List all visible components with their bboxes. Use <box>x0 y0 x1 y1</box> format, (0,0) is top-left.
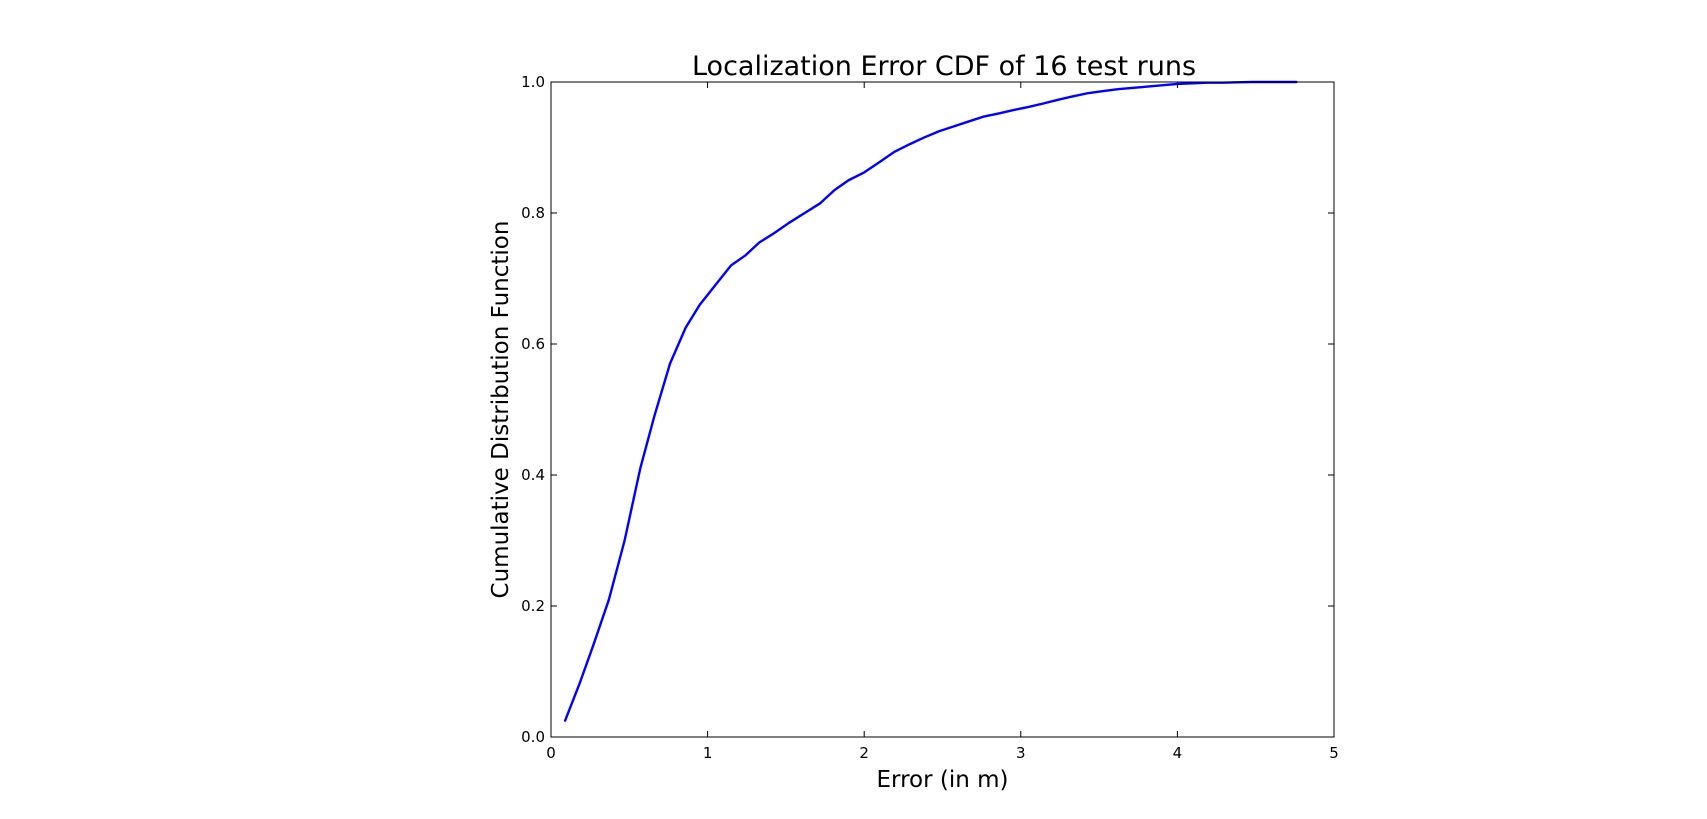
y-tick-label: 1.0 <box>521 73 545 91</box>
x-tick-label: 3 <box>1016 744 1026 762</box>
series-layer <box>563 80 1298 722</box>
x-tick-label: 1 <box>703 744 713 762</box>
plot-frame <box>550 81 1335 738</box>
x-tick-label: 4 <box>1173 744 1183 762</box>
plot-area <box>551 82 1334 737</box>
x-tick-label: 2 <box>859 744 869 762</box>
y-axis-title: Cumulative Distribution Function <box>488 221 514 599</box>
chart-title: Localization Error CDF of 16 test runs <box>692 51 1196 82</box>
cdf-series-line <box>563 80 1298 722</box>
y-tick-label: 0.6 <box>521 335 545 353</box>
y-tick-label: 0.0 <box>521 728 545 746</box>
y-tick-label: 0.4 <box>521 466 545 484</box>
y-tick-label: 0.2 <box>521 597 545 615</box>
x-axis-title: Error (in m) <box>876 767 1008 793</box>
y-tick-label: 0.8 <box>521 204 545 222</box>
x-tick-label: 5 <box>1329 744 1339 762</box>
x-tick-label: 0 <box>546 744 556 762</box>
tick-labels: 0 1 2 3 4 5 0.0 0.2 0.4 0.6 0.8 1.0 <box>521 73 1339 762</box>
